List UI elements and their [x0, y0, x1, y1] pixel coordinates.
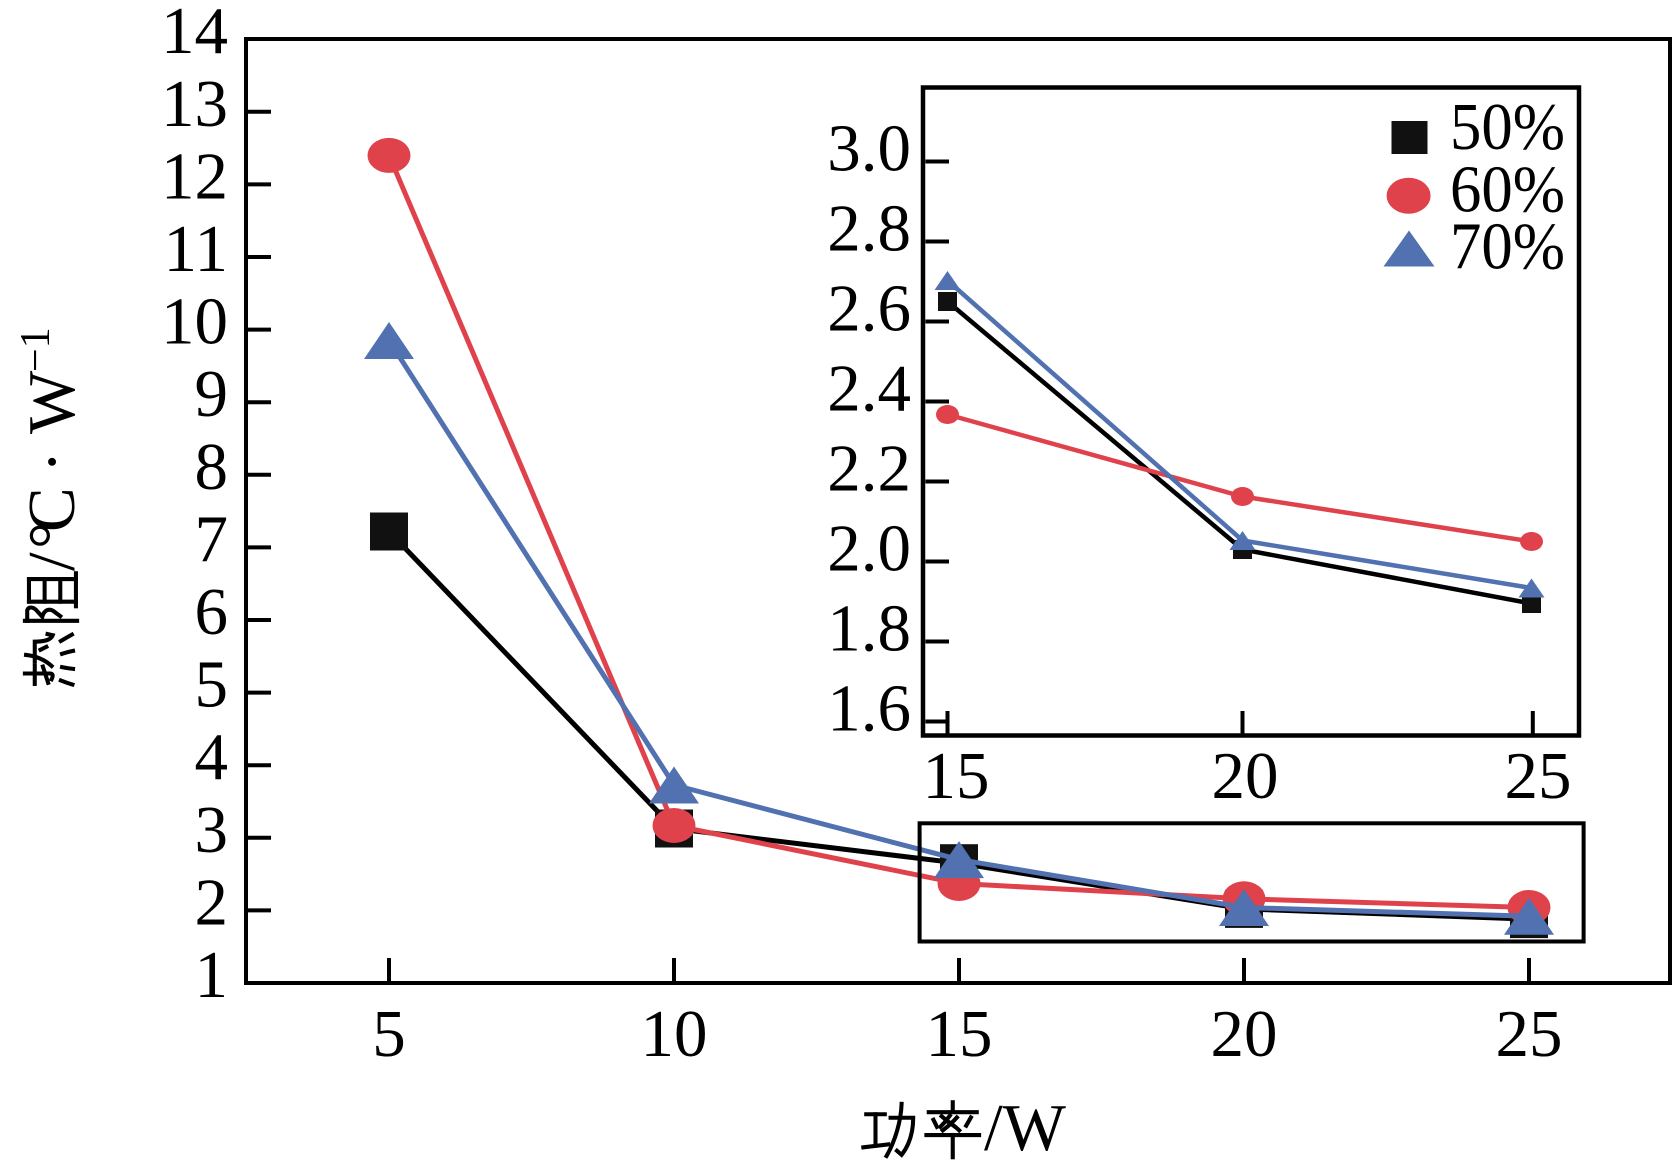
svg-text:3: 3: [195, 793, 229, 867]
svg-text:8: 8: [195, 430, 229, 504]
svg-text:12: 12: [161, 139, 228, 213]
svg-text:10: 10: [641, 997, 708, 1071]
svg-text:1: 1: [195, 938, 229, 1012]
svg-text:13: 13: [161, 67, 228, 141]
svg-text:/W: /W: [984, 1091, 1067, 1165]
svg-text:3.0: 3.0: [827, 112, 911, 186]
svg-text:14: 14: [161, 0, 228, 68]
svg-text:10: 10: [161, 285, 228, 359]
svg-text:2.8: 2.8: [827, 192, 911, 266]
svg-text:5: 5: [372, 997, 406, 1071]
svg-text:70%: 70%: [1450, 210, 1565, 284]
svg-text:25: 25: [1505, 739, 1572, 813]
svg-text:2.0: 2.0: [827, 512, 911, 586]
svg-text:1.8: 1.8: [827, 592, 911, 666]
svg-text:2.2: 2.2: [827, 432, 911, 506]
svg-text:2.4: 2.4: [827, 352, 911, 426]
svg-text:15: 15: [926, 997, 993, 1071]
svg-text:25: 25: [1496, 997, 1563, 1071]
svg-text:50%: 50%: [1450, 90, 1565, 164]
svg-text:5: 5: [195, 648, 229, 722]
svg-text:11: 11: [163, 212, 228, 286]
svg-text:2: 2: [195, 865, 229, 939]
svg-text:1.6: 1.6: [827, 672, 911, 746]
svg-text:15: 15: [923, 739, 990, 813]
svg-text:2.6: 2.6: [827, 272, 911, 346]
svg-text:20: 20: [1212, 739, 1279, 813]
svg-text:20: 20: [1211, 997, 1278, 1071]
svg-text:60%: 60%: [1450, 153, 1565, 227]
svg-text:7: 7: [195, 502, 229, 576]
svg-text:9: 9: [195, 357, 229, 431]
svg-text:/°C·W−1: /°C·W−1: [13, 327, 89, 571]
svg-text:6: 6: [195, 575, 229, 649]
svg-text:4: 4: [195, 720, 229, 794]
